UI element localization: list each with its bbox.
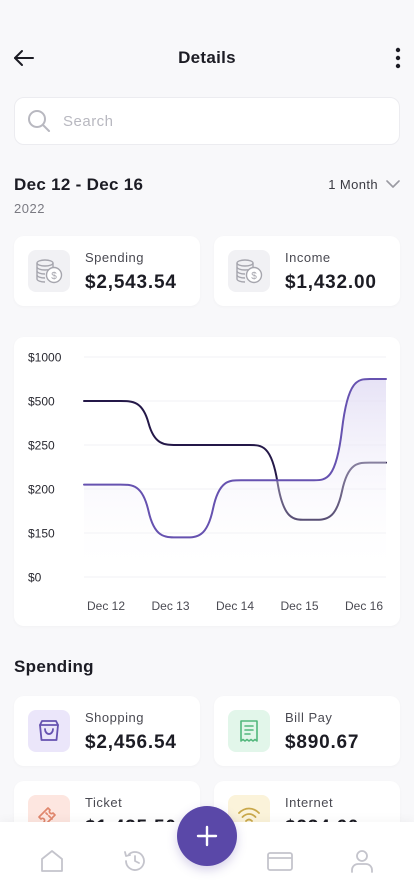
more-vertical-icon: [395, 47, 401, 69]
period-dropdown[interactable]: 1 Month: [328, 177, 400, 192]
coins-icon: $: [228, 250, 270, 292]
x-tick-label: Dec 16: [345, 599, 383, 613]
shopping-bag-icon: [28, 710, 70, 752]
chart-svg: $1000 $500 $250 $200 $150 $0 Dec 12 Dec 13 Dec …: [28, 351, 387, 613]
category-label: Ticket: [85, 795, 123, 810]
category-amount: $2,456.54: [85, 732, 177, 753]
x-tick-label: Dec 12: [87, 599, 125, 613]
svg-text:$: $: [251, 271, 257, 282]
category-label: Bill Pay: [285, 710, 333, 725]
y-tick-label: $500: [28, 395, 55, 409]
summary-label: Income: [285, 250, 331, 265]
home-icon: [41, 850, 63, 872]
year-label: 2022: [14, 201, 45, 216]
y-tick-label: $1000: [28, 351, 62, 365]
category-amount: $890.67: [285, 732, 360, 753]
search-bar[interactable]: [14, 97, 400, 145]
spending-section-title: Spending: [14, 657, 94, 676]
summary-amount: $2,543.54: [85, 272, 177, 293]
page-title: Details: [178, 48, 236, 67]
nav-cards[interactable]: [265, 846, 295, 876]
period-value: 1 Month: [328, 177, 378, 192]
chevron-down-icon: [386, 180, 400, 188]
category-card-shopping[interactable]: Shopping $2,456.54: [14, 696, 200, 766]
search-input[interactable]: [63, 112, 363, 130]
header: Details: [0, 36, 414, 80]
y-tick-label: $150: [28, 527, 55, 541]
series-area: [84, 379, 386, 577]
category-label: Internet: [285, 795, 334, 810]
user-icon: [351, 850, 373, 873]
category-card-bill-pay[interactable]: Bill Pay $890.67: [214, 696, 400, 766]
x-tick-label: Dec 14: [216, 599, 254, 613]
credit-card-icon: [267, 852, 293, 871]
y-tick-label: $200: [28, 483, 55, 497]
search-icon: [28, 110, 50, 132]
more-options-button[interactable]: [390, 44, 406, 72]
history-icon: [124, 851, 145, 871]
receipt-icon: [228, 710, 270, 752]
svg-text:$: $: [51, 271, 57, 282]
spending-summary-card[interactable]: $ Spending $2,543.54: [14, 236, 200, 306]
spending-chart: $1000 $500 $250 $200 $150 $0 Dec 12 Dec 13 Dec …: [14, 337, 400, 626]
summary-amount: $1,432.00: [285, 272, 377, 293]
nav-profile[interactable]: [347, 846, 377, 876]
x-tick-label: Dec 15: [280, 599, 318, 613]
add-button[interactable]: [177, 806, 237, 866]
income-summary-card[interactable]: $ Income $1,432.00: [214, 236, 400, 306]
nav-home[interactable]: [37, 846, 67, 876]
y-tick-label: $0: [28, 571, 42, 585]
nav-history[interactable]: [120, 846, 150, 876]
x-tick-label: Dec 13: [151, 599, 189, 613]
y-tick-label: $250: [28, 439, 55, 453]
back-button[interactable]: [10, 44, 38, 72]
arrow-left-icon: [14, 50, 34, 66]
plus-icon: [196, 825, 218, 847]
category-label: Shopping: [85, 710, 144, 725]
series-line: [83, 378, 387, 539]
date-range: Dec 12 - Dec 16: [14, 175, 144, 194]
summary-label: Spending: [85, 250, 144, 265]
coins-icon: $: [28, 250, 70, 292]
